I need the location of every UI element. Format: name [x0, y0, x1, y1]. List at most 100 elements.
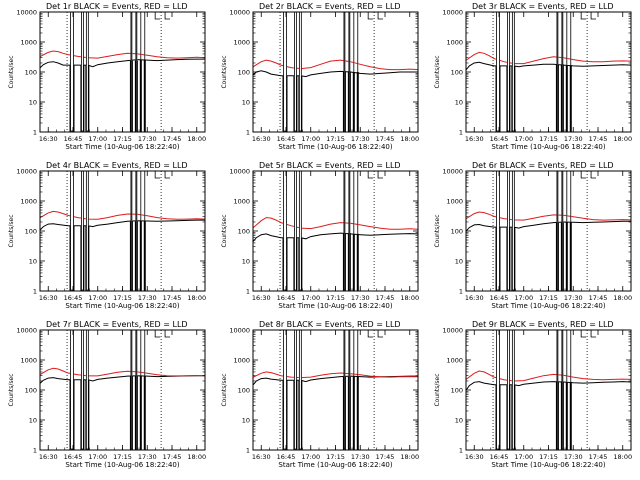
- x-tick-label: 16:30: [252, 453, 271, 461]
- x-tick-label: 17:30: [351, 294, 370, 302]
- gap-mask: [496, 171, 500, 291]
- data-gap: [139, 375, 142, 450]
- x-axis-label: Start Time (10-Aug-06 18:22:40): [65, 143, 179, 151]
- data-gap: [565, 221, 568, 291]
- x-tick-label: 17:45: [376, 294, 395, 302]
- x-tick-label: 17:45: [589, 453, 608, 461]
- gap-border: [130, 171, 133, 291]
- top-marker: [164, 12, 171, 20]
- gap-border: [496, 171, 500, 291]
- data-gap: [282, 237, 288, 291]
- x-tick-label: 17:00: [514, 135, 533, 143]
- data-gap: [80, 379, 85, 450]
- gap-mask: [283, 171, 287, 291]
- y-axis-label: Counts/sec: [434, 55, 441, 88]
- series-lld-line: [253, 371, 418, 379]
- top-marker: [580, 330, 587, 338]
- plot-frame: [465, 170, 632, 292]
- gap-border: [130, 330, 133, 450]
- gap-border: [70, 330, 74, 450]
- y-tick-label: 1: [459, 129, 463, 137]
- y-tick-label: 10: [242, 258, 250, 266]
- series-events-line: [466, 220, 631, 232]
- chart-panel-1: Det 1r BLACK = Events, RED = LLD Counts/s…: [8, 2, 206, 151]
- x-tick-label: 18:00: [400, 294, 419, 302]
- y-tick-label: 1000: [20, 198, 37, 206]
- x-tick-label: 18:00: [613, 294, 632, 302]
- data-gap: [129, 376, 133, 450]
- y-tick-label: 10000: [442, 168, 463, 176]
- x-tick-label: 17:00: [514, 294, 533, 302]
- gap-mask: [80, 171, 84, 291]
- y-tick-label: 1000: [233, 39, 250, 47]
- gap-border: [283, 330, 287, 450]
- x-axis-label: Start Time (10-Aug-06 18:22:40): [278, 143, 392, 151]
- data-gap: [495, 384, 501, 450]
- chart-title: Det 3r BLACK = Events, RED = LLD: [472, 2, 614, 11]
- series-events-line: [466, 381, 631, 391]
- y-tick-label: 100: [451, 387, 463, 395]
- gap-mask: [70, 171, 74, 291]
- data-gap: [134, 60, 138, 132]
- data-gap: [134, 221, 138, 291]
- x-tick-label: 17:30: [351, 453, 370, 461]
- gap-mask: [343, 12, 346, 132]
- data-gap: [134, 376, 138, 450]
- x-tick-label: 17:45: [376, 453, 395, 461]
- y-axis-label: Counts/sec: [434, 214, 441, 247]
- y-tick-label: 100: [238, 228, 250, 236]
- gap-mask: [293, 330, 297, 450]
- plot-frame: [252, 329, 419, 451]
- x-axis-label: Start Time (10-Aug-06 18:22:40): [65, 302, 179, 310]
- x-tick-label: 16:30: [39, 453, 58, 461]
- y-tick-label: 1000: [20, 39, 37, 47]
- gap-border: [298, 330, 302, 450]
- data-gap: [85, 225, 90, 291]
- x-tick-label: 16:45: [64, 294, 83, 302]
- x-tick-label: 17:45: [163, 135, 182, 143]
- gap-mask: [283, 12, 287, 132]
- top-marker: [580, 12, 587, 20]
- y-tick-label: 10: [29, 258, 37, 266]
- gap-border: [507, 171, 510, 291]
- chart-panel-9: Det 9r BLACK = Events, RED = LLD Counts/s…: [434, 320, 632, 469]
- y-tick-label: 1000: [20, 357, 37, 365]
- y-tick-label: 10000: [229, 327, 250, 335]
- plot-area: [40, 12, 205, 132]
- y-tick-label: 100: [25, 387, 37, 395]
- gap-border: [511, 171, 515, 291]
- y-tick-label: 10: [455, 417, 463, 425]
- data-gap: [569, 221, 572, 291]
- chart-title: Det 1r BLACK = Events, RED = LLD: [46, 2, 188, 11]
- gap-border: [70, 12, 74, 132]
- y-tick-label: 10000: [229, 9, 250, 17]
- data-gap: [506, 227, 511, 291]
- data-gap: [511, 65, 516, 132]
- gap-mask: [556, 171, 559, 291]
- x-tick-label: 17:30: [351, 135, 370, 143]
- y-tick-label: 10: [455, 258, 463, 266]
- gap-border: [70, 171, 74, 291]
- gap-border: [496, 330, 500, 450]
- gap-mask: [506, 330, 510, 450]
- gap-mask: [135, 171, 138, 291]
- top-marker: [154, 330, 161, 338]
- data-gap: [356, 72, 359, 132]
- plot-area: [253, 171, 418, 291]
- y-axis-label: Counts/sec: [434, 373, 441, 406]
- x-tick-label: 18:00: [400, 135, 419, 143]
- gap-border: [298, 12, 302, 132]
- gap-border: [81, 330, 84, 450]
- data-gap: [560, 222, 564, 291]
- gap-border: [348, 330, 351, 450]
- x-tick-label: 17:30: [564, 453, 583, 461]
- gap-border: [85, 12, 89, 132]
- data-gap: [511, 227, 516, 291]
- gap-mask: [80, 330, 84, 450]
- data-gap: [143, 220, 146, 291]
- data-gap: [293, 75, 298, 132]
- y-tick-label: 10000: [442, 327, 463, 335]
- data-gap: [495, 227, 501, 291]
- y-tick-label: 1000: [446, 198, 463, 206]
- gap-border: [561, 12, 564, 132]
